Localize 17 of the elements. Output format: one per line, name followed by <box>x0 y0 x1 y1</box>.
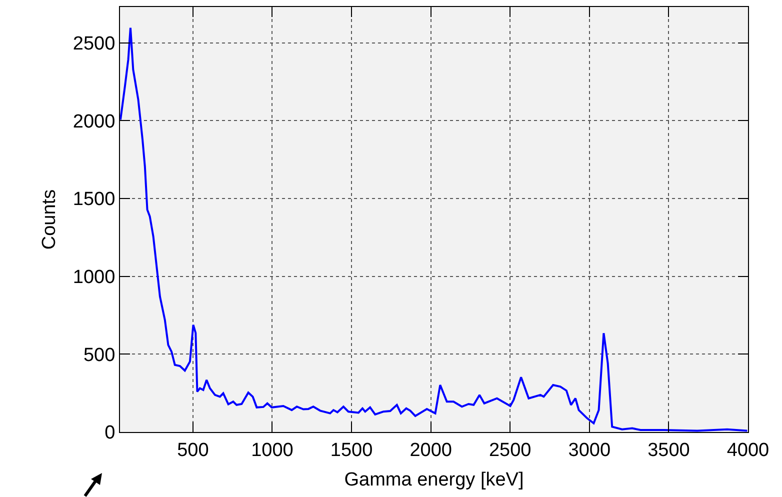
y-tick-label: 2000 <box>72 111 116 132</box>
x-axis-title: Gamma energy [keV] <box>344 470 524 491</box>
y-tick-label: 1000 <box>72 266 116 288</box>
x-tick-label: 1500 <box>330 440 373 461</box>
y-tick-label: 1500 <box>72 189 116 210</box>
y-tick-label: 500 <box>83 344 116 366</box>
y-tick-label: 2500 <box>72 33 116 54</box>
y-tick-label: 0 <box>104 422 116 444</box>
x-tick-label: 2500 <box>488 440 532 461</box>
x-tick-label: 3500 <box>648 440 690 461</box>
x-tick-label: 4000 <box>726 440 770 461</box>
line-series <box>120 26 748 432</box>
y-axis-title: Counts <box>38 189 60 250</box>
x-tick-label: 500 <box>177 440 209 461</box>
x-tick-label: 1000 <box>251 440 294 461</box>
x-tick-label: 3000 <box>568 440 611 461</box>
x-tick-label: 2000 <box>410 440 452 461</box>
